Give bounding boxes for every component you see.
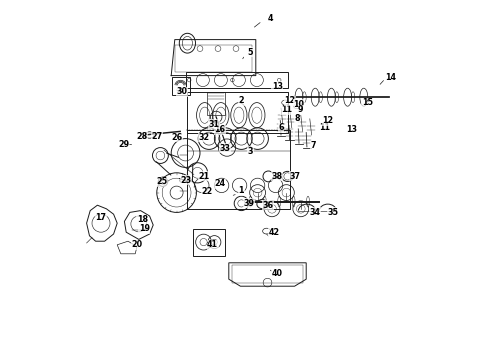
Text: 37: 37: [290, 172, 301, 181]
Text: 35: 35: [328, 208, 339, 217]
Text: 27: 27: [151, 132, 162, 141]
Text: 40: 40: [272, 269, 283, 278]
Text: 18: 18: [137, 215, 148, 224]
Text: 24: 24: [214, 179, 225, 188]
Bar: [232, 265, 303, 283]
Text: 7: 7: [311, 141, 316, 150]
Text: 14: 14: [385, 73, 396, 82]
Text: 19: 19: [139, 224, 150, 233]
Text: 26: 26: [171, 133, 182, 142]
Text: 38: 38: [272, 172, 283, 181]
Text: 25: 25: [157, 177, 168, 186]
Text: 20: 20: [131, 240, 143, 249]
Text: 11: 11: [281, 105, 292, 114]
Text: 12: 12: [284, 96, 295, 105]
Text: 23: 23: [180, 176, 191, 185]
Text: 13: 13: [346, 125, 357, 134]
Bar: [186, 72, 288, 88]
Text: 10: 10: [294, 100, 304, 109]
Text: 42: 42: [268, 228, 279, 237]
Text: 31: 31: [209, 120, 220, 129]
Text: 39: 39: [243, 199, 254, 208]
Text: 4: 4: [268, 14, 273, 23]
Text: 13: 13: [272, 82, 283, 91]
Text: 17: 17: [96, 213, 106, 222]
Text: 16: 16: [214, 125, 225, 134]
Text: 12: 12: [322, 116, 333, 125]
Text: 32: 32: [198, 133, 209, 142]
Text: 6: 6: [278, 123, 284, 132]
Text: 9: 9: [298, 105, 303, 114]
Text: 5: 5: [247, 48, 253, 57]
Text: 11: 11: [318, 123, 330, 132]
Bar: [172, 77, 190, 95]
Text: 29: 29: [119, 140, 130, 149]
Text: 34: 34: [310, 208, 320, 217]
Text: 8: 8: [294, 114, 300, 123]
Text: 21: 21: [198, 172, 209, 181]
Text: 30: 30: [176, 87, 188, 96]
Text: 36: 36: [263, 201, 274, 210]
Bar: [207, 92, 225, 115]
Bar: [193, 229, 225, 256]
Text: 3: 3: [247, 147, 253, 156]
Text: 33: 33: [220, 144, 231, 153]
Text: 41: 41: [207, 240, 218, 249]
Text: 1: 1: [239, 186, 244, 195]
Text: 28: 28: [137, 132, 148, 141]
Bar: [175, 45, 252, 72]
Text: 2: 2: [239, 96, 244, 105]
Text: 15: 15: [362, 98, 373, 107]
Text: 22: 22: [201, 187, 213, 196]
